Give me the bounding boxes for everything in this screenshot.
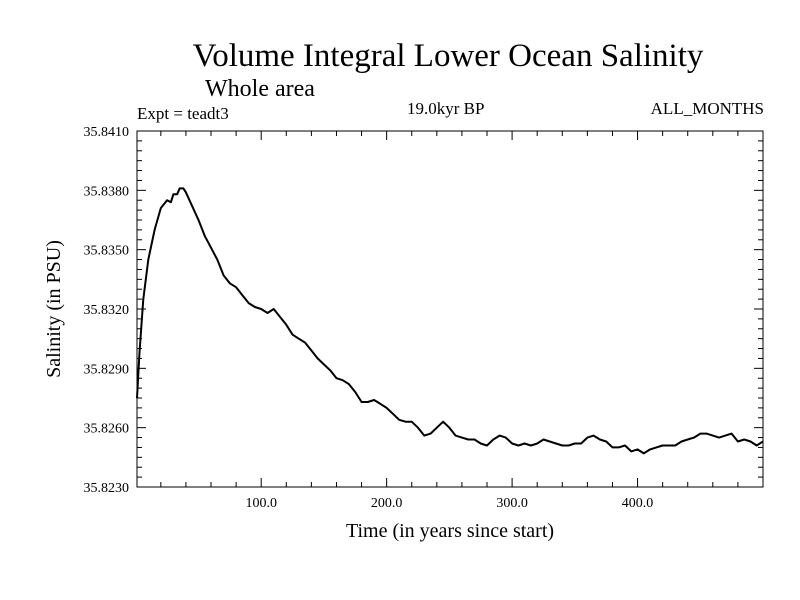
chart-subtitle: Whole area xyxy=(205,76,315,102)
y-tick-label: 35.8260 xyxy=(84,422,130,437)
y-tick-label: 35.8230 xyxy=(84,481,130,496)
y-tick-label: 35.8350 xyxy=(84,244,130,259)
x-axis-label: Time (in years since start) xyxy=(346,520,554,542)
y-axis-label: Salinity (in PSU) xyxy=(43,240,65,378)
experiment-label: Expt = teadt3 xyxy=(137,104,229,123)
salinity-series-line xyxy=(136,187,764,455)
plot-frame xyxy=(136,130,764,488)
x-tick-label: 400.0 xyxy=(622,496,654,511)
chart-title: Volume Integral Lower Ocean Salinity xyxy=(192,38,704,74)
x-tick-label: 300.0 xyxy=(496,496,528,511)
period-label: 19.0kyr BP xyxy=(407,99,485,118)
y-tick-label: 35.8290 xyxy=(84,362,130,377)
tick-labels: 100.0 200.0 300.0 400.0 35.8230 35.8260 35.829… xyxy=(84,125,654,511)
y-tick-label: 35.8380 xyxy=(84,184,130,199)
y-tick-label: 35.8410 xyxy=(84,125,130,140)
y-tick-label: 35.8320 xyxy=(84,303,130,318)
months-label: ALL_MONTHS xyxy=(650,99,764,118)
x-tick-label: 100.0 xyxy=(245,496,277,511)
x-tick-label: 200.0 xyxy=(371,496,403,511)
tick-marks xyxy=(137,130,763,488)
